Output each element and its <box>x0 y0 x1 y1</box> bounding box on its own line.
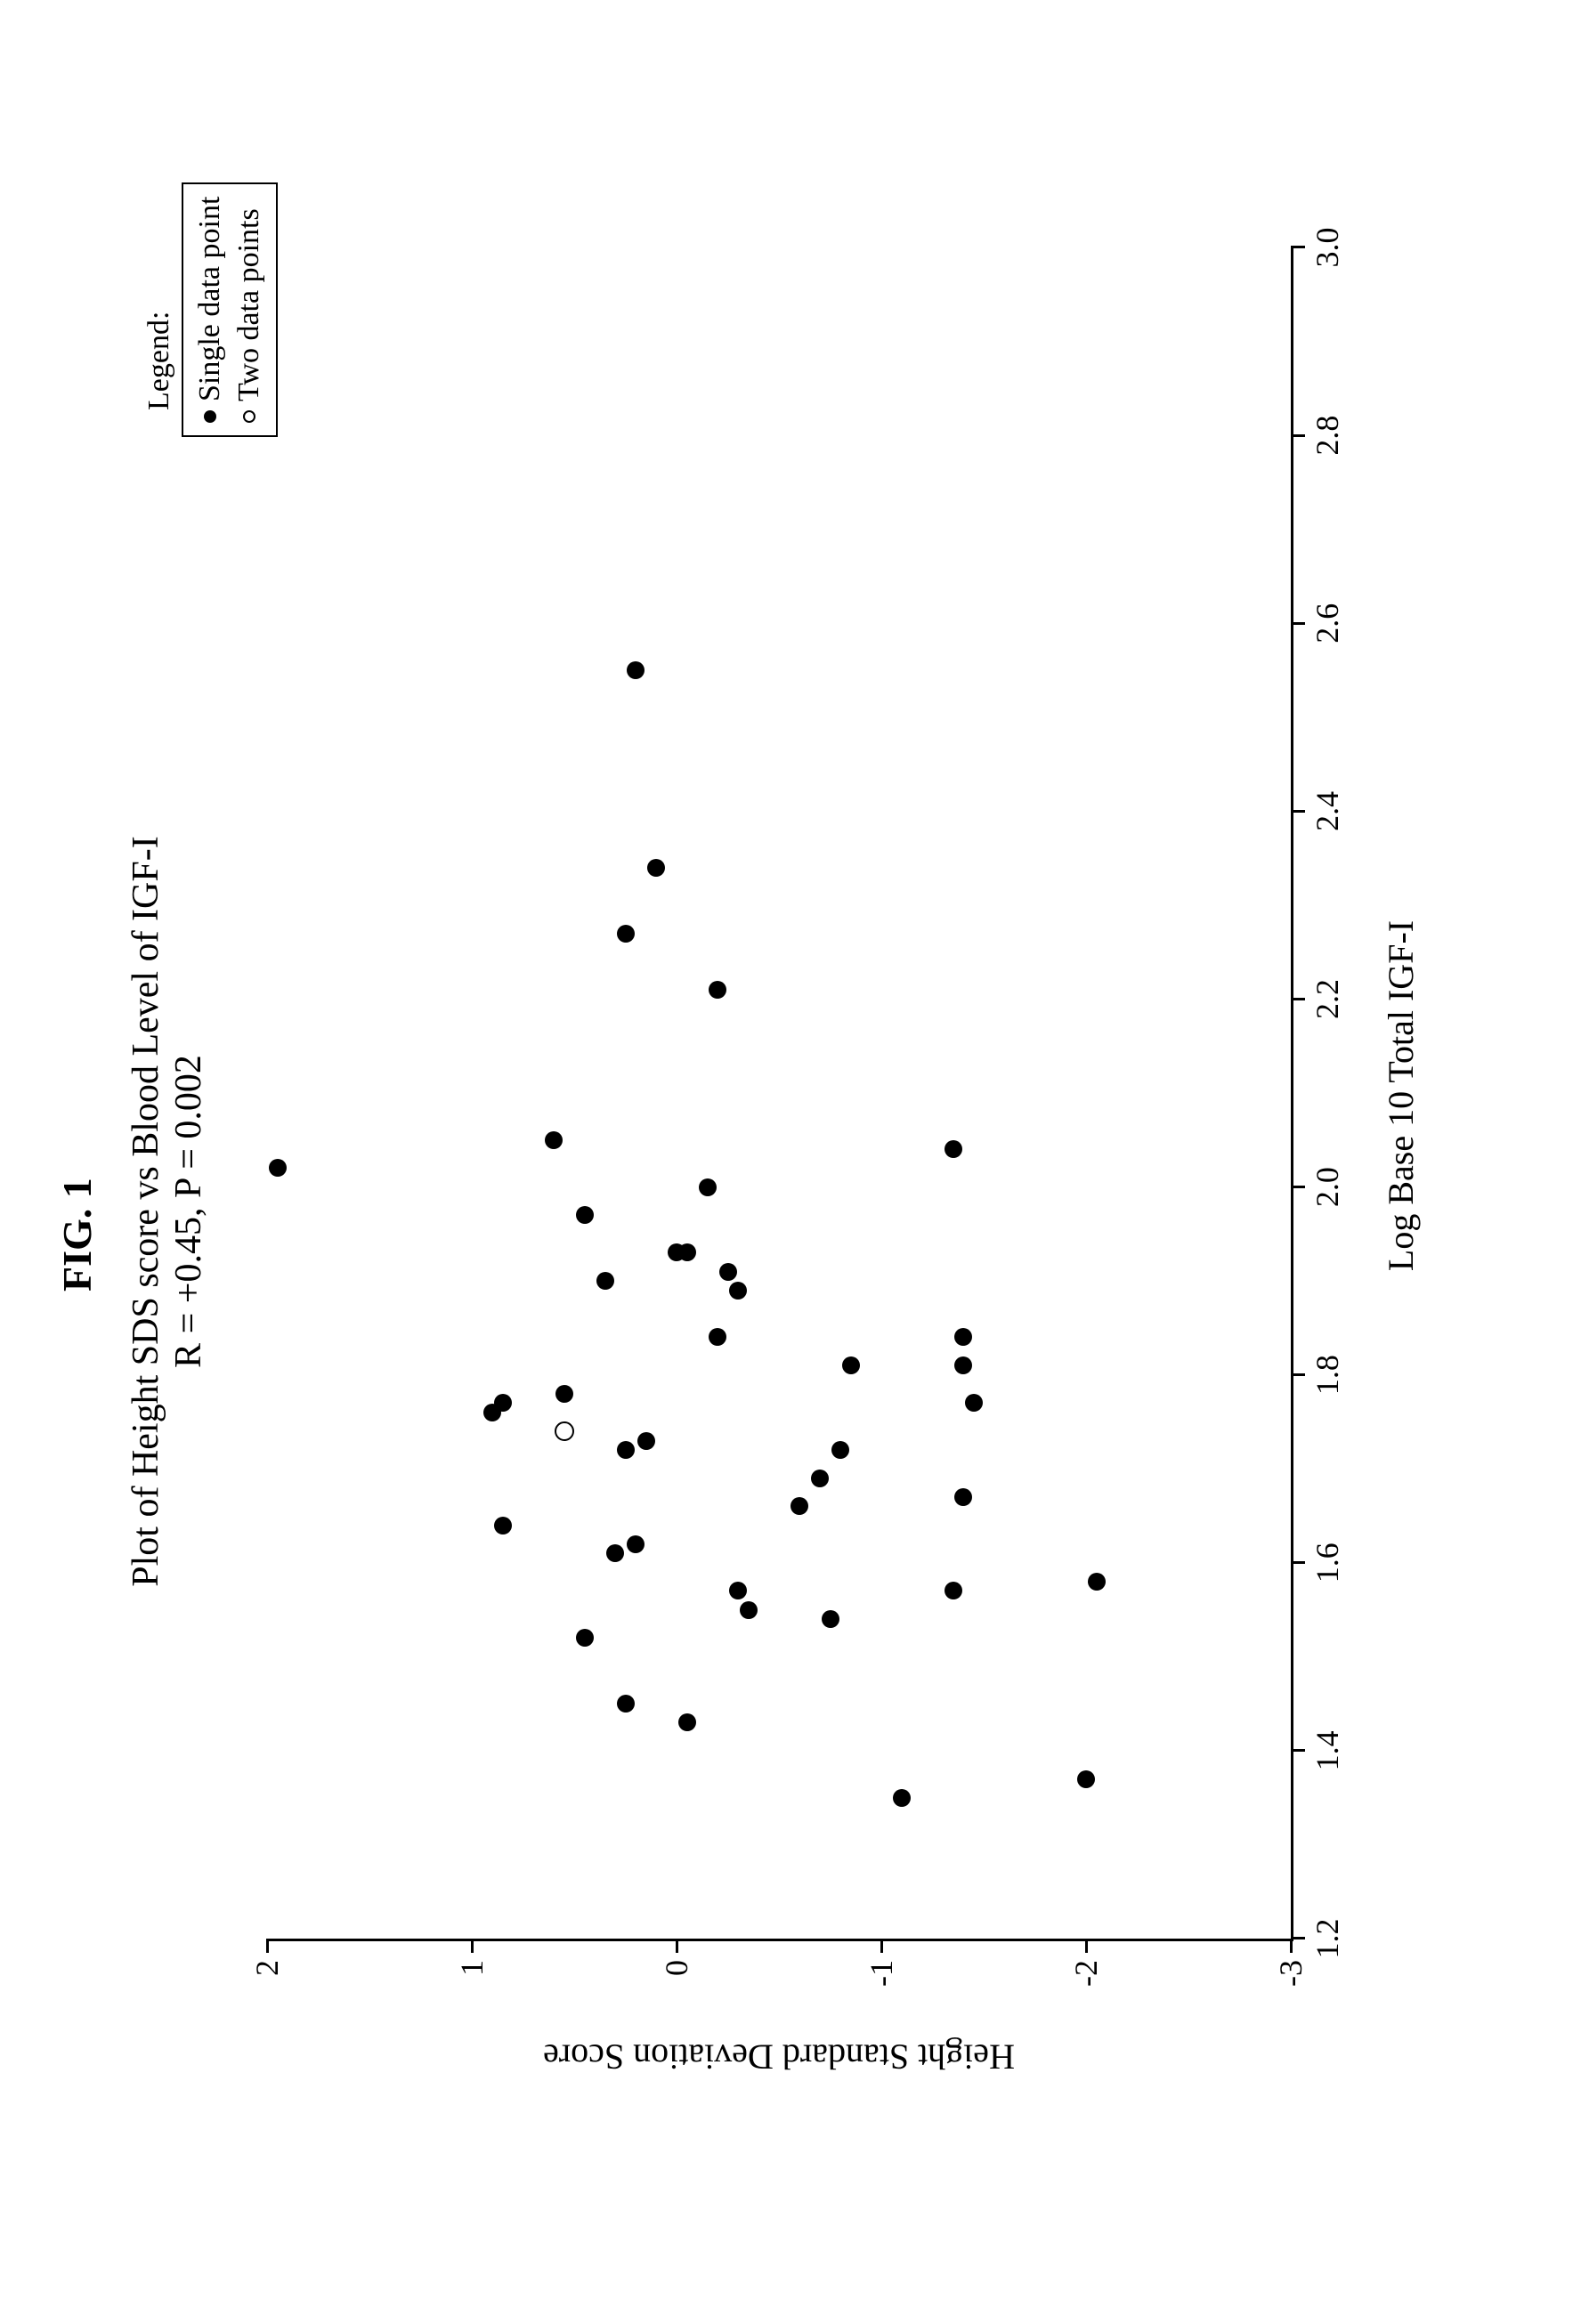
data-point <box>627 1535 645 1553</box>
plot-area: 1.21.41.61.82.02.22.42.62.83.0-3-2-1012 <box>267 247 1293 1941</box>
data-point <box>740 1601 758 1619</box>
x-tick <box>1291 1938 1305 1940</box>
x-tick-label: 2.4 <box>1309 791 1346 831</box>
x-tick <box>1291 434 1305 437</box>
data-point <box>576 1206 594 1224</box>
x-tick <box>1291 998 1305 1000</box>
y-axis-title: Height Standard Deviation Score <box>543 2037 1015 2078</box>
x-tick <box>1291 1373 1305 1376</box>
y-tick-label: 2 <box>248 1960 286 1976</box>
data-point <box>954 1356 972 1374</box>
data-point <box>954 1488 972 1506</box>
data-point <box>617 1441 635 1459</box>
dot-filled-icon <box>204 410 216 423</box>
data-point <box>831 1441 849 1459</box>
x-tick <box>1291 1186 1305 1188</box>
legend-item: Two data points <box>230 197 269 423</box>
x-tick-label: 1.8 <box>1309 1355 1346 1395</box>
data-point <box>729 1282 747 1300</box>
data-point <box>627 661 645 679</box>
x-tick-label: 1.6 <box>1309 1543 1346 1583</box>
data-point <box>945 1582 962 1599</box>
data-point <box>842 1356 860 1374</box>
x-tick-label: 2.0 <box>1309 1167 1346 1207</box>
x-tick-label: 2.2 <box>1309 979 1346 1019</box>
data-point <box>729 1582 747 1599</box>
x-tick-label: 2.8 <box>1309 416 1346 456</box>
data-point <box>1088 1573 1106 1591</box>
y-tick <box>676 1939 678 1953</box>
data-point <box>606 1544 624 1562</box>
data-point <box>647 859 665 877</box>
legend-item-label: Two data points <box>230 208 269 401</box>
legend-box: Single data pointTwo data points <box>182 182 278 437</box>
figure-label: FIG. 1 <box>53 1178 101 1292</box>
x-tick-label: 1.2 <box>1309 1919 1346 1959</box>
legend-item: Single data point <box>191 197 230 423</box>
x-tick <box>1291 247 1305 249</box>
data-point <box>822 1610 839 1628</box>
x-tick <box>1291 622 1305 625</box>
y-tick-label: 0 <box>658 1960 695 1976</box>
y-tick-label: -1 <box>863 1960 900 1987</box>
data-point <box>678 1713 696 1731</box>
data-point <box>678 1243 696 1261</box>
data-point-open <box>555 1421 574 1441</box>
x-tick <box>1291 1749 1305 1752</box>
data-point <box>596 1272 614 1290</box>
y-tick <box>266 1939 269 1953</box>
y-tick <box>1290 1939 1293 1953</box>
data-point <box>719 1263 737 1281</box>
data-point <box>637 1432 655 1450</box>
data-point <box>709 1328 726 1346</box>
data-point <box>1077 1770 1095 1788</box>
data-point <box>699 1178 717 1196</box>
y-tick <box>1085 1939 1088 1953</box>
data-point <box>945 1140 962 1158</box>
x-tick <box>1291 1561 1305 1564</box>
data-point <box>811 1470 829 1487</box>
x-axis-title: Log Base 10 Total IGF-I <box>1380 920 1422 1271</box>
y-tick <box>471 1939 474 1953</box>
data-point <box>709 981 726 999</box>
x-tick-label: 3.0 <box>1309 228 1346 268</box>
chart-title-line2: R = +0.45, P = 0.002 <box>167 722 210 1701</box>
data-point <box>545 1131 563 1149</box>
data-point <box>576 1629 594 1647</box>
data-point <box>965 1394 983 1412</box>
y-tick <box>880 1939 883 1953</box>
data-point <box>617 1695 635 1713</box>
data-point <box>494 1517 512 1534</box>
chart-title: Plot of Height SDS score vs Blood Level … <box>125 722 210 1701</box>
rotated-figure-canvas: FIG. 1 Plot of Height SDS score vs Blood… <box>0 0 1581 2324</box>
data-point <box>555 1385 573 1403</box>
y-tick-label: -2 <box>1067 1960 1105 1987</box>
x-tick <box>1291 810 1305 813</box>
data-point <box>893 1789 911 1807</box>
page-root: FIG. 1 Plot of Height SDS score vs Blood… <box>0 0 1581 2324</box>
y-tick-label: 1 <box>453 1960 491 1976</box>
dot-open-icon <box>243 410 255 423</box>
y-tick-label: -3 <box>1272 1960 1309 1987</box>
x-tick-label: 2.6 <box>1309 603 1346 644</box>
data-point <box>790 1497 808 1515</box>
x-tick-label: 1.4 <box>1309 1730 1346 1770</box>
data-point <box>617 925 635 943</box>
data-point <box>269 1159 287 1177</box>
legend-heading: Legend: <box>142 312 176 410</box>
legend-item-label: Single data point <box>191 197 230 401</box>
data-point <box>494 1394 512 1412</box>
chart-title-line1: Plot of Height SDS score vs Blood Level … <box>125 722 167 1701</box>
data-point <box>954 1328 972 1346</box>
